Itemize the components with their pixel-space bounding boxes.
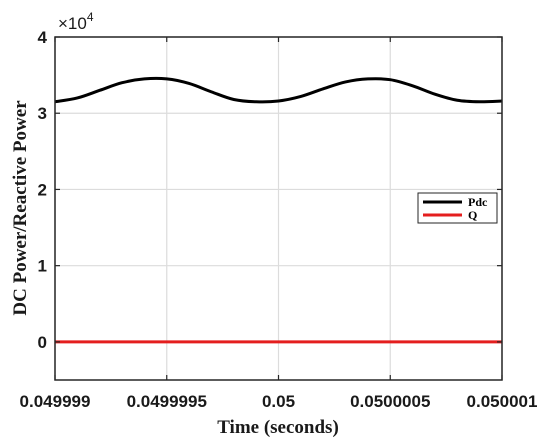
y-tick-label-2: 2 <box>38 180 47 199</box>
legend-label-pdc: Pdc <box>468 195 488 209</box>
y-tick-label-4: 4 <box>38 28 48 47</box>
y-tick-label-3: 3 <box>38 104 47 123</box>
legend: Pdc Q <box>417 192 498 224</box>
legend-box <box>417 192 498 224</box>
legend-label-q: Q <box>468 208 477 222</box>
y-multiplier: ×104 <box>58 10 94 33</box>
ticks <box>54 36 503 380</box>
series-line-pdc <box>54 76 503 104</box>
x-tick-labels: 0.049999 0.0499995 0.05 0.0500005 0.050001 <box>20 392 538 411</box>
x-tick-label-1: 0.0499995 <box>127 392 207 411</box>
x-tick-label-0: 0.049999 <box>20 392 91 411</box>
x-tick-label-3: 0.0500005 <box>350 392 430 411</box>
x-axis-label: Time (seconds) <box>217 417 339 438</box>
x-tick-label-2: 0.05 <box>262 392 295 411</box>
x-tick-label-4: 0.050001 <box>467 392 538 411</box>
series-layer <box>54 76 503 344</box>
y-tick-label-1: 1 <box>38 257 47 276</box>
y-tick-labels: 0 1 2 3 4 <box>38 28 48 352</box>
y-tick-label-0: 0 <box>38 333 47 352</box>
y-axis-label: DC Power/Reactive Power <box>10 100 31 316</box>
